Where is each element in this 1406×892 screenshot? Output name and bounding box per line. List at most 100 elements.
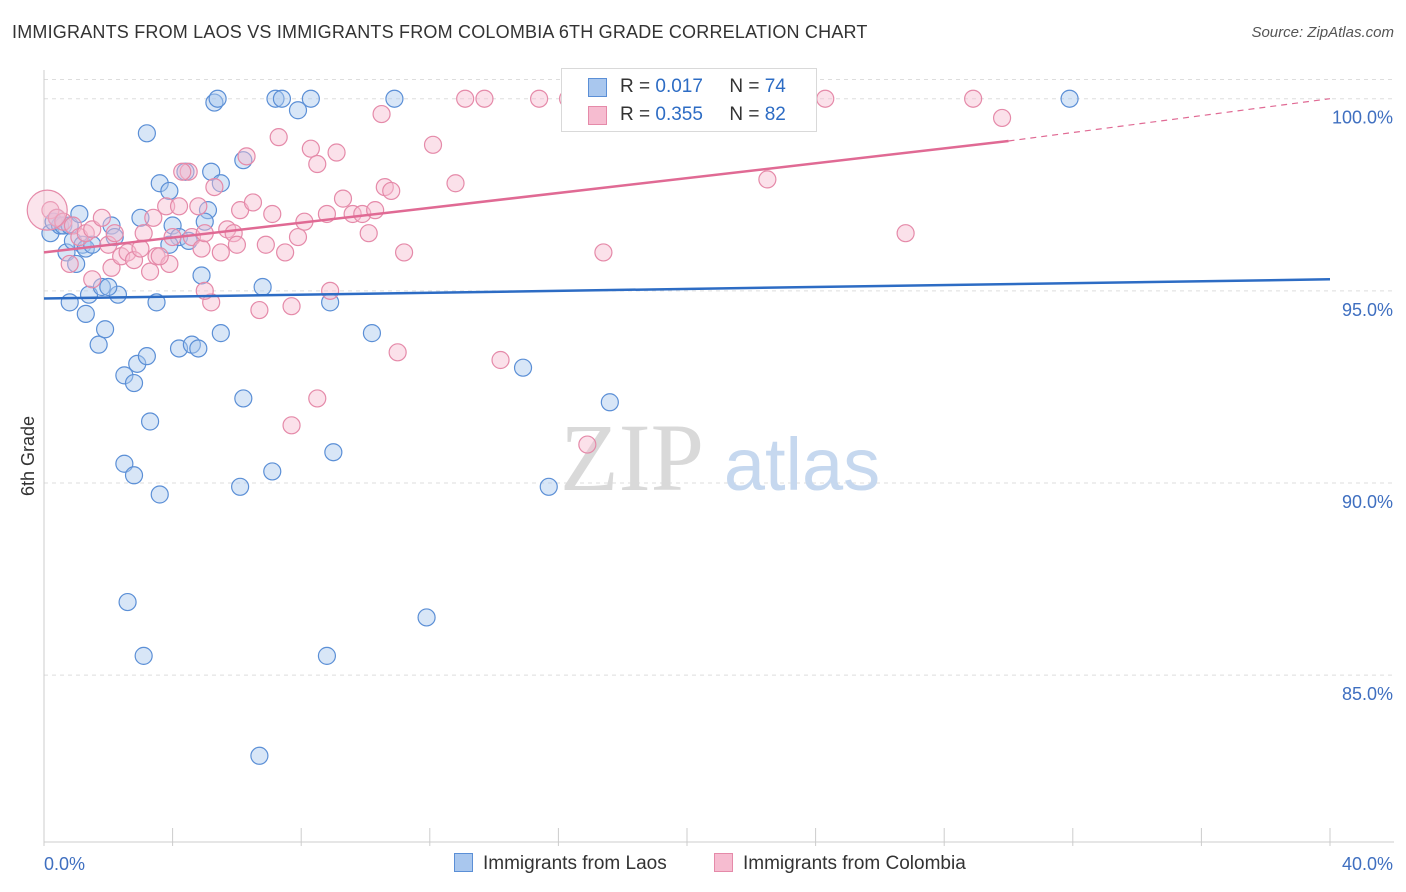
bottom-legend-laos[interactable]: Immigrants from Laos (454, 853, 667, 875)
colombia-point (282, 297, 301, 316)
laos-point (385, 89, 404, 108)
y-tick-label: 90.0% (1342, 492, 1393, 512)
watermark: ZIP atlas (560, 404, 880, 511)
bottom-legend-label-laos: Immigrants from Laos (483, 853, 667, 874)
laos-point (76, 304, 95, 323)
colombia-point (359, 224, 378, 243)
laos-point (95, 320, 115, 339)
bottom-legend-label-colombia: Immigrants from Colombia (743, 853, 966, 874)
colombia-point (372, 104, 391, 124)
laos-point (1060, 89, 1079, 108)
colombia-point (83, 270, 102, 289)
colombia-point (202, 293, 221, 312)
legend-r-label-colombia: R = (620, 104, 656, 125)
laos-point (600, 393, 619, 412)
colombia-point (60, 254, 79, 274)
legend-n-label-laos: N = (729, 76, 765, 97)
colombia-point-large (26, 189, 68, 231)
colombia-point (105, 224, 124, 243)
colombia-point (288, 227, 308, 247)
colombia-point (192, 239, 211, 258)
colombia-point (423, 135, 443, 154)
watermark-atlas: atlas (724, 423, 880, 506)
colombia-point (388, 343, 407, 362)
laos-point (150, 174, 169, 193)
colombia-point (594, 243, 613, 262)
colombia-point (964, 89, 983, 108)
stats-legend: R = 0.017 N = 74 R = 0.355 N = 82 (561, 68, 817, 132)
colombia-point (758, 170, 777, 189)
laos-point (234, 389, 253, 408)
trend-layer (43, 98, 1331, 300)
laos-point (513, 358, 533, 377)
trend-line-colombia (43, 139, 1009, 254)
laos-point (115, 366, 134, 385)
axis-layer (43, 70, 1394, 846)
colombia-point (205, 177, 224, 197)
laos-point (324, 443, 343, 462)
bottom-legend-colombia[interactable]: Immigrants from Colombia (714, 853, 966, 875)
legend-swatch-colombia (588, 106, 607, 125)
x-tick-label-max: 40.0% (1342, 854, 1393, 874)
colombia-point (394, 243, 414, 262)
laos-point (317, 646, 337, 665)
colombia-point (333, 189, 353, 208)
colombia-point (992, 108, 1012, 128)
laos-point (189, 339, 208, 358)
laos-point (67, 254, 86, 274)
colombia-point (124, 250, 144, 270)
laos-point (134, 646, 153, 665)
y-tick-label: 85.0% (1342, 684, 1393, 704)
y-tick-label: 95.0% (1342, 300, 1393, 320)
colombia-point (578, 435, 597, 454)
laos-point (231, 477, 250, 496)
y-tick-label: 100.0% (1332, 108, 1393, 128)
colombia-point (157, 197, 176, 216)
labels-layer: 85.0% 90.0% 95.0% 100.0% 0.0% 40.0% 6th Grade (18, 108, 1393, 874)
trend-line-laos (43, 278, 1331, 300)
laos-point (250, 746, 269, 765)
colombia-point (269, 128, 288, 147)
x-tick-label-min: 0.0% (44, 854, 85, 874)
laos-point (150, 485, 169, 504)
trend-line-colombia-extension (1008, 98, 1331, 142)
colombia-point (150, 247, 169, 266)
laos-point (253, 277, 272, 297)
laos-point (211, 324, 230, 343)
laos-point (208, 89, 227, 108)
legend-r-value-laos: 0.017 (655, 76, 703, 97)
colombia-point (144, 208, 163, 227)
colombia-point (382, 181, 401, 201)
legend-n-value-laos: 74 (764, 76, 786, 97)
colombia-point (243, 193, 263, 212)
laos-point (128, 354, 147, 373)
laos-point (89, 335, 108, 354)
laos-point (539, 477, 558, 496)
colombia-point (211, 243, 230, 262)
laos-point (417, 608, 436, 627)
colombia-point (491, 350, 510, 370)
points-colombia (26, 89, 1012, 454)
colombia-point (179, 162, 198, 181)
colombia-point (92, 208, 111, 227)
colombia-point (321, 281, 340, 300)
laos-point (70, 204, 89, 224)
source-label: Source: ZipAtlas.com (1251, 24, 1394, 41)
colombia-point (250, 300, 269, 320)
colombia-point (308, 389, 327, 408)
colombia-point (173, 162, 192, 181)
laos-point (118, 592, 137, 612)
colombia-point (446, 174, 465, 193)
colombia-point (456, 89, 475, 108)
legend-r-value-colombia: 0.355 (655, 104, 703, 125)
laos-point (99, 277, 118, 297)
laos-point (198, 201, 218, 220)
laos-point (108, 285, 128, 304)
colombia-point (301, 139, 320, 158)
laos-point (160, 181, 179, 201)
legend-n-value-colombia: 82 (764, 104, 786, 125)
watermark-zip: ZIP (560, 404, 704, 511)
colombia-point (276, 243, 295, 262)
laos-point (263, 462, 282, 481)
